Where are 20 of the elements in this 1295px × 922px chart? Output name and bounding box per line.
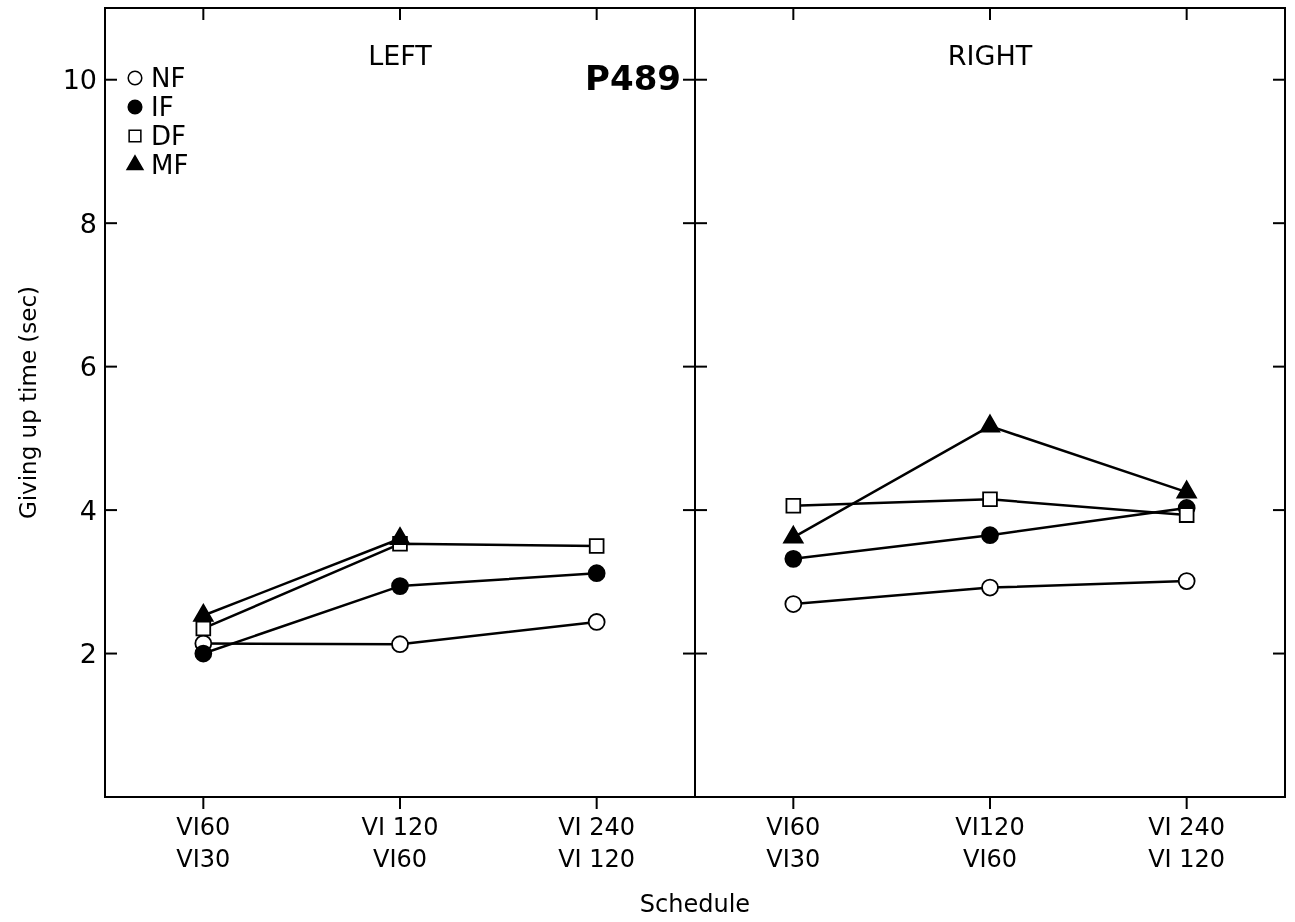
y-tick-label: 10 [62,64,97,96]
legend-label: MF [151,150,189,181]
legend-label: NF [151,63,186,94]
y-tick-label: 6 [79,351,97,383]
annotation: P489 [585,58,681,98]
x-tick-label: VI60 VI30 [766,813,821,873]
x-axis-title: Schedule [639,890,751,918]
y-tick-label: 8 [79,207,97,239]
x-tick-label: VI 240 VI 120 [558,813,636,873]
legend-label: IF [151,92,174,123]
x-tick-label: VI 240 VI 120 [1148,813,1226,873]
y-tick-label: 4 [79,494,97,526]
text: RIGHT [947,40,1033,71]
x-tick-label: VI120 VI60 [955,813,1025,873]
x-tick-label: VI 120 VI60 [361,813,439,873]
y-axis-title: Giving up time (sec) [15,285,41,520]
text: LEFT [368,40,433,71]
x-tick-label: VI60 VI30 [176,813,231,873]
legend-label: DF [151,121,186,152]
y-tick-label: 2 [79,638,97,669]
